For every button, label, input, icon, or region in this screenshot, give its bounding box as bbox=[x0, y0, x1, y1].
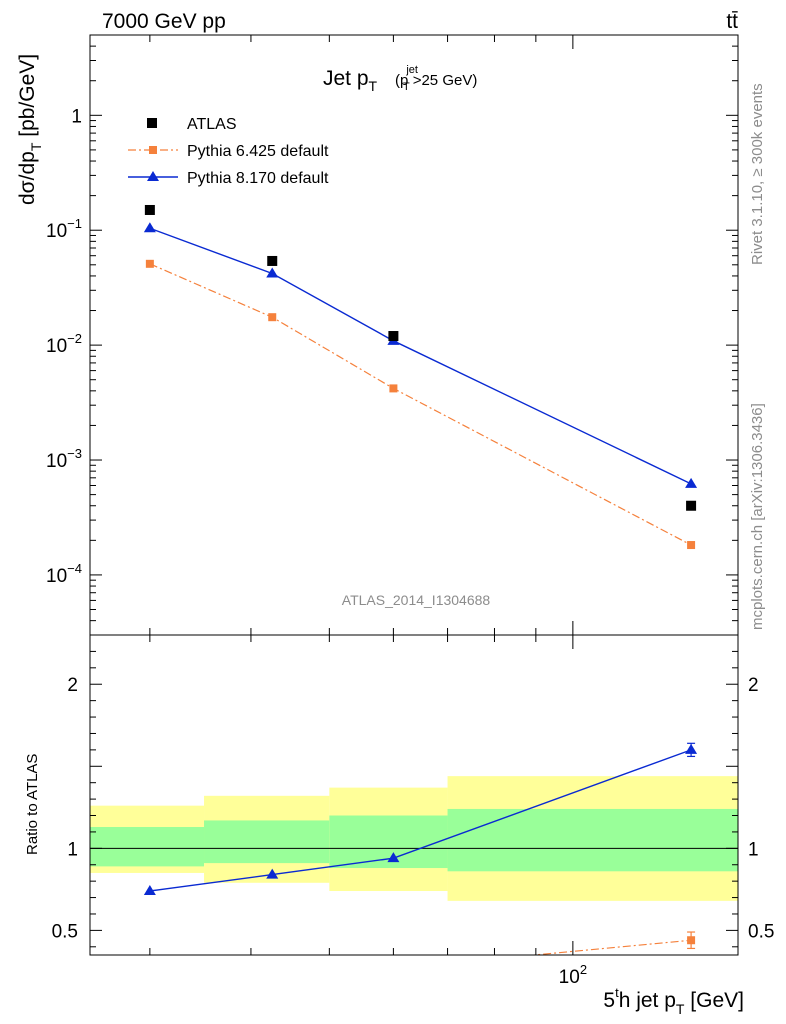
atlas-point bbox=[267, 255, 278, 266]
stat-band-green bbox=[204, 820, 330, 864]
analysis-id-label: ATLAS_2014_I1304688 bbox=[342, 592, 491, 608]
main-y-tick-base: 10 bbox=[46, 566, 67, 587]
main-y-ticks bbox=[90, 34, 738, 636]
legend-py8-marker bbox=[147, 171, 159, 181]
stat-band-green bbox=[329, 815, 448, 869]
legend: ATLAS Pythia 6.425 default Pythia 8.170 … bbox=[128, 116, 329, 187]
title-cut-open: (p bbox=[395, 72, 408, 89]
ratio-py6-point bbox=[444, 959, 452, 967]
ratio-py6-point bbox=[687, 936, 696, 945]
ratio-panel: 0.5 0.51 12 2 Ratio to ATLAS 102 5th jet pT… bbox=[24, 634, 775, 1017]
main-y-tick-label: 10−3 bbox=[46, 446, 82, 472]
ratio-py8-point bbox=[685, 743, 698, 754]
header-energy-label: 7000 GeV pp bbox=[102, 10, 226, 33]
rivet-version-label: Rivet 3.1.10, ≥ 300k events bbox=[749, 83, 766, 265]
mcplots-label: mcplots.cern.ch [arXiv:1306.3436] bbox=[749, 403, 766, 630]
py6-point bbox=[268, 313, 277, 322]
main-y-axis-label-unit: [pb/GeV] bbox=[16, 54, 39, 143]
main-y-tick-label: 10−2 bbox=[46, 331, 82, 357]
py8-point bbox=[143, 222, 156, 233]
main-y-tick-exp: −1 bbox=[67, 216, 82, 231]
ratio-data-layer bbox=[143, 742, 698, 967]
main-y-tick-exp: −2 bbox=[67, 331, 82, 346]
py8-point bbox=[685, 477, 698, 488]
atlas-point bbox=[686, 500, 697, 511]
title-cut-close: >25 GeV) bbox=[413, 72, 478, 89]
main-y-tick-label: 10−4 bbox=[46, 561, 82, 587]
py6-point bbox=[145, 259, 154, 268]
legend-py6-marker bbox=[149, 146, 157, 154]
ratio-py8-point bbox=[266, 868, 279, 879]
main-y-axis-label-main: dσ/dp bbox=[16, 151, 39, 205]
ratio-y-tick-label-right: 2 bbox=[748, 675, 759, 696]
x-major-tick-label: 102 bbox=[559, 962, 587, 988]
title-main-text: Jet p bbox=[323, 67, 369, 90]
main-y-tick-exp: −4 bbox=[67, 561, 82, 576]
title-cut-superscript: jet bbox=[405, 64, 418, 76]
legend-py8-label: Pythia 8.170 default bbox=[187, 170, 329, 187]
title-cut: (pjet T >25 GeV) bbox=[395, 64, 477, 93]
main-y-tick-exp: −3 bbox=[67, 446, 82, 461]
ratio-y-tick-labels: 0.5 0.5 1 1 2 2 bbox=[52, 675, 775, 942]
main-x-ticks bbox=[149, 35, 574, 635]
ratio-y-axis-label: Ratio to ATLAS bbox=[24, 754, 41, 855]
py8-line bbox=[149, 227, 692, 485]
main-data-layer bbox=[143, 204, 698, 550]
ratio-y-tick-label-left: 0.5 bbox=[52, 921, 78, 942]
main-panel: 10−410−310−210−11 Jet pT (pjet T >25 GeV) … bbox=[16, 34, 739, 636]
main-title: Jet pT bbox=[323, 67, 378, 94]
py8-point bbox=[266, 267, 279, 278]
main-y-tick-base: 10 bbox=[46, 336, 67, 357]
x-axis-label-rest: h jet p bbox=[619, 989, 676, 1012]
header-process-label: tt̄ bbox=[726, 10, 738, 33]
x-axis-label-sup: t bbox=[615, 985, 619, 1000]
main-y-tick-labels: 10−410−310−210−11 bbox=[46, 106, 82, 587]
main-y-tick-label: 10−1 bbox=[46, 216, 82, 242]
py6-line bbox=[149, 263, 692, 546]
ratio-y-tick-label-left: 2 bbox=[67, 675, 78, 696]
main-y-axis-label: dσ/dpT [pb/GeV] bbox=[16, 54, 44, 205]
legend-py6-label: Pythia 6.425 default bbox=[187, 143, 329, 160]
title-main-subscript: T bbox=[369, 78, 378, 94]
py6-point bbox=[389, 384, 398, 393]
ratio-y-tick-label-right: 0.5 bbox=[748, 921, 774, 942]
ratio-y-tick-label-right: 1 bbox=[748, 839, 759, 860]
legend-atlas-label: ATLAS bbox=[187, 116, 237, 133]
legend-atlas-marker bbox=[147, 118, 157, 128]
ratio-py8-point bbox=[387, 852, 400, 863]
atlas-point bbox=[388, 331, 399, 342]
title-cut-subscript: T bbox=[403, 81, 410, 93]
x-major-tick-base: 10 bbox=[559, 967, 580, 988]
ratio-x-ticks bbox=[149, 635, 574, 955]
ratio-py8-point bbox=[143, 885, 156, 895]
main-y-axis-label-sub: T bbox=[28, 142, 44, 151]
ratio-y-ticks bbox=[90, 650, 738, 948]
atlas-point bbox=[144, 204, 155, 215]
main-y-tick-base: 10 bbox=[46, 451, 67, 472]
x-axis-label-unit: [GeV] bbox=[684, 989, 744, 1012]
stat-band-green bbox=[447, 808, 738, 872]
x-major-tick-exp: 2 bbox=[580, 962, 587, 977]
main-y-tick-label: 1 bbox=[71, 106, 82, 127]
stat-band-green bbox=[90, 827, 205, 867]
main-y-tick-base: 10 bbox=[46, 221, 67, 242]
x-axis-label-main: 5 bbox=[603, 989, 615, 1012]
x-axis-label: 5th jet pT [GeV] bbox=[603, 985, 744, 1017]
ratio-py6-line bbox=[528, 939, 692, 955]
py6-point bbox=[687, 541, 696, 550]
ratio-panel-frame bbox=[89, 634, 739, 956]
ratio-bands bbox=[90, 776, 738, 901]
ratio-y-tick-label-left: 1 bbox=[67, 839, 78, 860]
x-axis-label-sub: T bbox=[676, 1001, 685, 1017]
ratio-py8-line bbox=[149, 749, 692, 892]
